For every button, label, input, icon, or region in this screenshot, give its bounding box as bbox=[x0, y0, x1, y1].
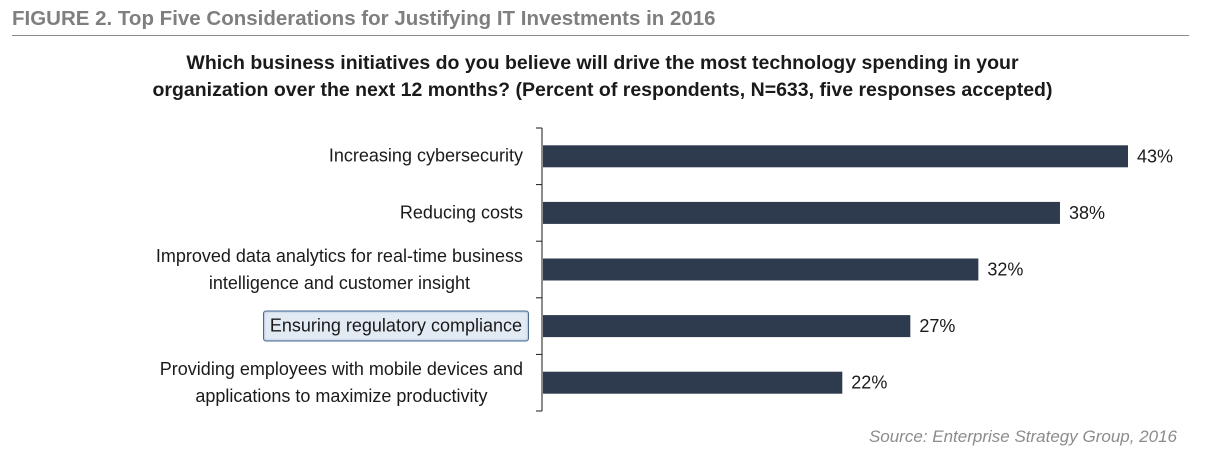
category-label: Improved data analytics for real-time bu… bbox=[155, 245, 523, 293]
category-label: Increasing cybersecurity bbox=[328, 145, 523, 166]
question-line-1: Which business initiatives do you believ… bbox=[186, 52, 1019, 74]
bar bbox=[543, 315, 911, 338]
bar bbox=[543, 258, 979, 281]
bar bbox=[543, 145, 1128, 168]
bar bbox=[543, 201, 1060, 224]
category-label: Ensuring regulatory compliance bbox=[262, 310, 529, 342]
bar-value-label: 32% bbox=[987, 260, 1023, 280]
question-line-2: organization over the next 12 months? (P… bbox=[152, 79, 1053, 101]
category-label: Providing employees with mobile devices … bbox=[159, 358, 523, 406]
source-note: Source: Enterprise Strategy Group, 2016 bbox=[868, 427, 1177, 446]
figure-title: FIGURE 2. Top Five Considerations for Ju… bbox=[12, 7, 716, 30]
bar-value-label: 27% bbox=[919, 316, 955, 336]
category-label: Reducing costs bbox=[399, 202, 523, 223]
bar-value-label: 38% bbox=[1069, 203, 1105, 223]
title-divider bbox=[12, 35, 1189, 36]
bar bbox=[543, 371, 843, 394]
chart-question: Which business initiatives do you believ… bbox=[0, 50, 1205, 104]
bar-value-label: 22% bbox=[851, 373, 887, 393]
bar-value-label: 43% bbox=[1137, 146, 1173, 166]
